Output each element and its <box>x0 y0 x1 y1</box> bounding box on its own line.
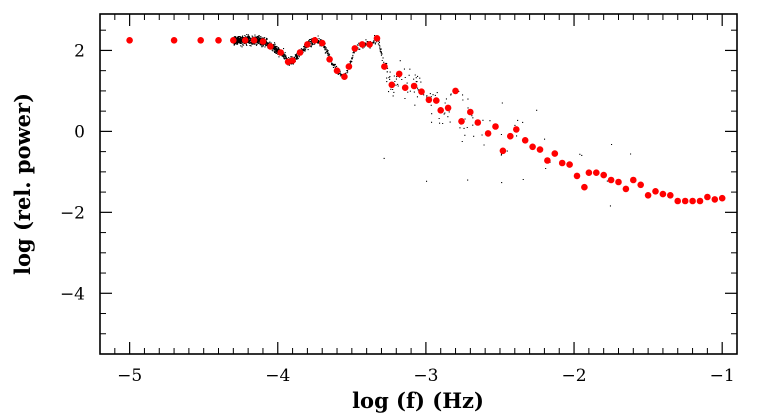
binned-average-point <box>401 84 409 91</box>
y-tick-label: 2 <box>74 41 85 61</box>
binned-average-point <box>499 147 507 155</box>
y-tick-label: −2 <box>60 203 85 223</box>
binned-average-point <box>241 37 249 44</box>
binned-average-point <box>341 73 348 80</box>
binned-average-series <box>126 35 726 205</box>
x-axis-title: log (f) (Hz) <box>352 388 484 413</box>
y-tick-label: −4 <box>60 284 85 304</box>
plot-frame <box>99 13 738 355</box>
binned-average-point <box>622 185 630 193</box>
y-axis-title: log (rel. power) <box>10 93 35 275</box>
binned-average-point <box>418 88 425 95</box>
binned-average-point <box>521 137 529 144</box>
binned-average-point <box>311 37 319 44</box>
binned-average-point <box>259 38 267 45</box>
binned-average-point <box>593 169 600 176</box>
binned-average-point <box>467 108 474 116</box>
binned-average-point <box>250 37 258 44</box>
binned-average-point <box>558 159 566 167</box>
binned-average-point <box>573 172 581 180</box>
binned-average-point <box>681 197 689 205</box>
binned-average-point <box>600 171 607 179</box>
binned-average-point <box>326 56 333 63</box>
binned-average-point <box>507 132 514 140</box>
binned-average-point <box>452 87 459 95</box>
x-tick-label: −4 <box>265 366 290 386</box>
binned-average-point <box>581 183 588 191</box>
y-tick-label: 0 <box>74 122 85 142</box>
binned-average-point <box>711 196 719 203</box>
binned-average-point <box>444 104 452 112</box>
binned-average-point <box>304 41 311 48</box>
binned-average-point <box>433 97 440 104</box>
binned-average-point <box>696 197 704 205</box>
binned-average-point <box>425 96 433 104</box>
binned-average-point <box>366 41 373 48</box>
x-tick-label: −1 <box>710 366 735 386</box>
binned-average-point <box>358 41 366 48</box>
binned-average-point <box>296 49 304 56</box>
binned-average-point <box>410 82 418 90</box>
tick-labels: −5 −4 −3 −2 −1 −4 −2 0 2 <box>60 41 735 386</box>
binned-average-point <box>318 39 326 47</box>
binned-average-point <box>215 37 222 44</box>
binned-average-point <box>607 176 615 184</box>
binned-average-point <box>351 45 359 52</box>
binned-average-point <box>667 192 674 199</box>
binned-average-point <box>637 181 644 189</box>
binned-average-point <box>333 67 341 74</box>
binned-average-point <box>630 176 637 184</box>
binned-average-point <box>652 188 659 195</box>
binned-average-point <box>277 49 285 56</box>
binned-average-point <box>388 81 396 89</box>
binned-average-point <box>345 63 353 70</box>
binned-average-point <box>513 126 520 133</box>
binned-average-point <box>615 178 622 186</box>
binned-average-point <box>674 197 681 205</box>
binned-average-point <box>484 130 492 137</box>
binned-average-point <box>659 190 667 198</box>
binned-average-point <box>689 197 696 205</box>
binned-average-point <box>197 37 204 44</box>
x-tick-label: −2 <box>562 366 587 386</box>
binned-average-point <box>437 107 445 114</box>
x-tick-label: −5 <box>117 366 142 386</box>
binned-average-point <box>289 57 296 64</box>
binned-average-point <box>566 161 573 168</box>
binned-average-point <box>395 70 403 78</box>
binned-average-point <box>230 37 237 44</box>
binned-average-point <box>536 146 544 153</box>
binned-average-point <box>704 193 711 201</box>
x-tick-label: −3 <box>413 366 438 386</box>
binned-average-point <box>458 118 465 125</box>
binned-average-point <box>585 169 593 176</box>
binned-average-point <box>551 150 559 157</box>
binned-average-point <box>170 37 178 44</box>
binned-average-point <box>373 35 381 42</box>
binned-average-point <box>381 63 388 70</box>
binned-average-point <box>718 194 726 202</box>
binned-average-point <box>474 119 482 126</box>
binned-average-point <box>267 43 274 50</box>
binned-average-point <box>492 123 499 130</box>
binned-average-point <box>126 37 133 44</box>
binned-average-point <box>529 143 536 151</box>
binned-average-point <box>644 192 652 199</box>
binned-average-point <box>544 157 551 164</box>
axis-ticks <box>99 14 738 355</box>
